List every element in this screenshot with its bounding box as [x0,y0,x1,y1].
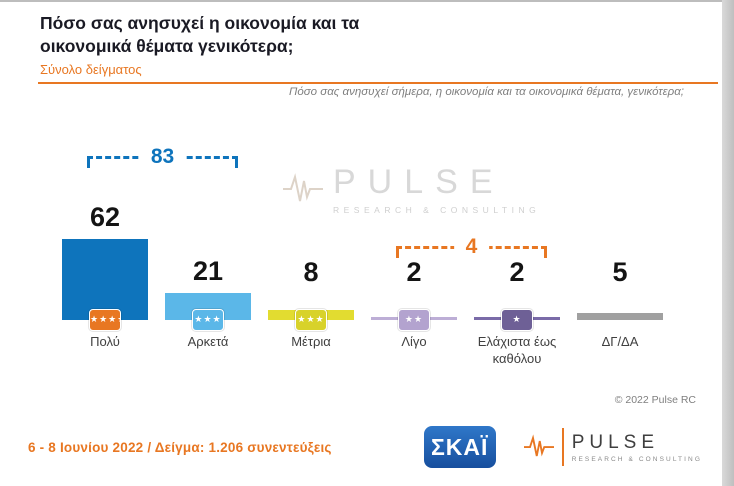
copyright: © 2022 Pulse RC [614,394,696,406]
rating-badge-icon: ★★★ [295,309,327,331]
bar-value-label: 2 [406,257,422,287]
header: Πόσο σας ανησυχεί η οικονομία και τα οικ… [0,0,734,77]
group-sum-label: 4 [453,235,490,260]
bar [577,313,663,320]
pulse-logo-subtext: RESEARCH & CONSULTING [571,455,702,463]
bracket-tick [235,156,238,168]
bar-value-label: 21 [192,256,224,286]
page-title: Πόσο σας ανησυχεί η οικονομία και τα οικ… [40,12,734,58]
bracket-tick [396,246,399,258]
chart-column-4: 2 ★★ Λίγο [370,120,458,390]
category-label: Αρκετά [187,334,229,349]
rating-badge-icon: ★ [501,309,533,331]
chart-column-3: 8 ★★★ Μέτρια [267,120,355,390]
pulse-watermark: PULSE RESEARCH & CONSULTING [283,163,540,215]
group-sum-label: 83 [138,145,187,170]
bracket-tick [87,156,90,168]
category-label: Λίγο [401,334,427,349]
bracket-tick [544,246,547,258]
pulse-logo: PULSE RESEARCH & CONSULTING [523,428,702,466]
rating-badge-icon: ★★★ [192,309,224,331]
question-note: Πόσο σας ανησυχεί σήμερα, η οικονομία κα… [289,86,684,98]
footer: 6 - 8 Ιουνίου 2022 / Δείγμα: 1.206 συνεν… [28,422,702,472]
fieldwork-sample-info: 6 - 8 Ιουνίου 2022 / Δείγμα: 1.206 συνεν… [28,439,332,455]
page-edge [722,0,734,486]
chart-column-2: 21 ★★★ Αρκετά [164,120,252,390]
pulse-logo-text: PULSE RESEARCH & CONSULTING [572,432,702,463]
waveform-icon [523,434,554,457]
skai-logo-text: ΣΚΑΪ [430,433,489,460]
pulse-logo-name: PULSE [571,431,659,453]
watermark-text: PULSE RESEARCH & CONSULTING [333,163,540,215]
chart-column-6: 5 ΔΓ/ΔΑ [576,120,664,390]
rating-badge-icon: ★★ [398,309,430,331]
sum-bracket: 4 [396,235,547,263]
rating-badge-icon: ★★★★ [89,309,121,331]
bar-value-label: 5 [612,257,628,287]
sample-subtitle: Σύνολο δείγματος [40,61,142,77]
chart-column-1: 62 ★★★★ Πολύ [61,120,149,390]
pulse-logo-divider [561,428,564,466]
watermark-name: PULSE [333,163,505,201]
chart-column-5: 2 ★ Ελάχιστα έως καθόλου [473,120,561,390]
bar-value-label: 2 [509,257,525,287]
category-label: ΔΓ/ΔΑ [601,334,639,349]
sum-bracket: 83 [87,145,238,173]
bar [62,239,148,320]
category-label: Πολύ [90,334,120,349]
header-divider [38,81,718,84]
bar-chart: 62 ★★★★ Πολύ 21 ★★★ Αρκετά 8 ★★★ Μέτρια 2 ★★ Λίγο 2 ★… [45,120,705,390]
bar-value-label: 62 [89,202,121,232]
category-label: Ελάχιστα έως καθόλου [477,334,557,366]
waveform-icon [283,173,323,202]
footer-logos: ΣΚΑΪ PULSE RESEARCH & CONSULTING [423,426,702,468]
title-line-2: οικονομικά θέματα γενικότερα; [40,35,294,56]
skai-logo: ΣΚΑΪ [423,426,496,468]
top-edge-divider [0,0,734,2]
bar-value-label: 8 [303,257,319,287]
watermark-subtext: RESEARCH & CONSULTING [333,205,541,215]
title-line-1: Πόσο σας ανησυχεί η οικονομία και τα [40,13,360,33]
category-label: Μέτρια [291,334,331,349]
